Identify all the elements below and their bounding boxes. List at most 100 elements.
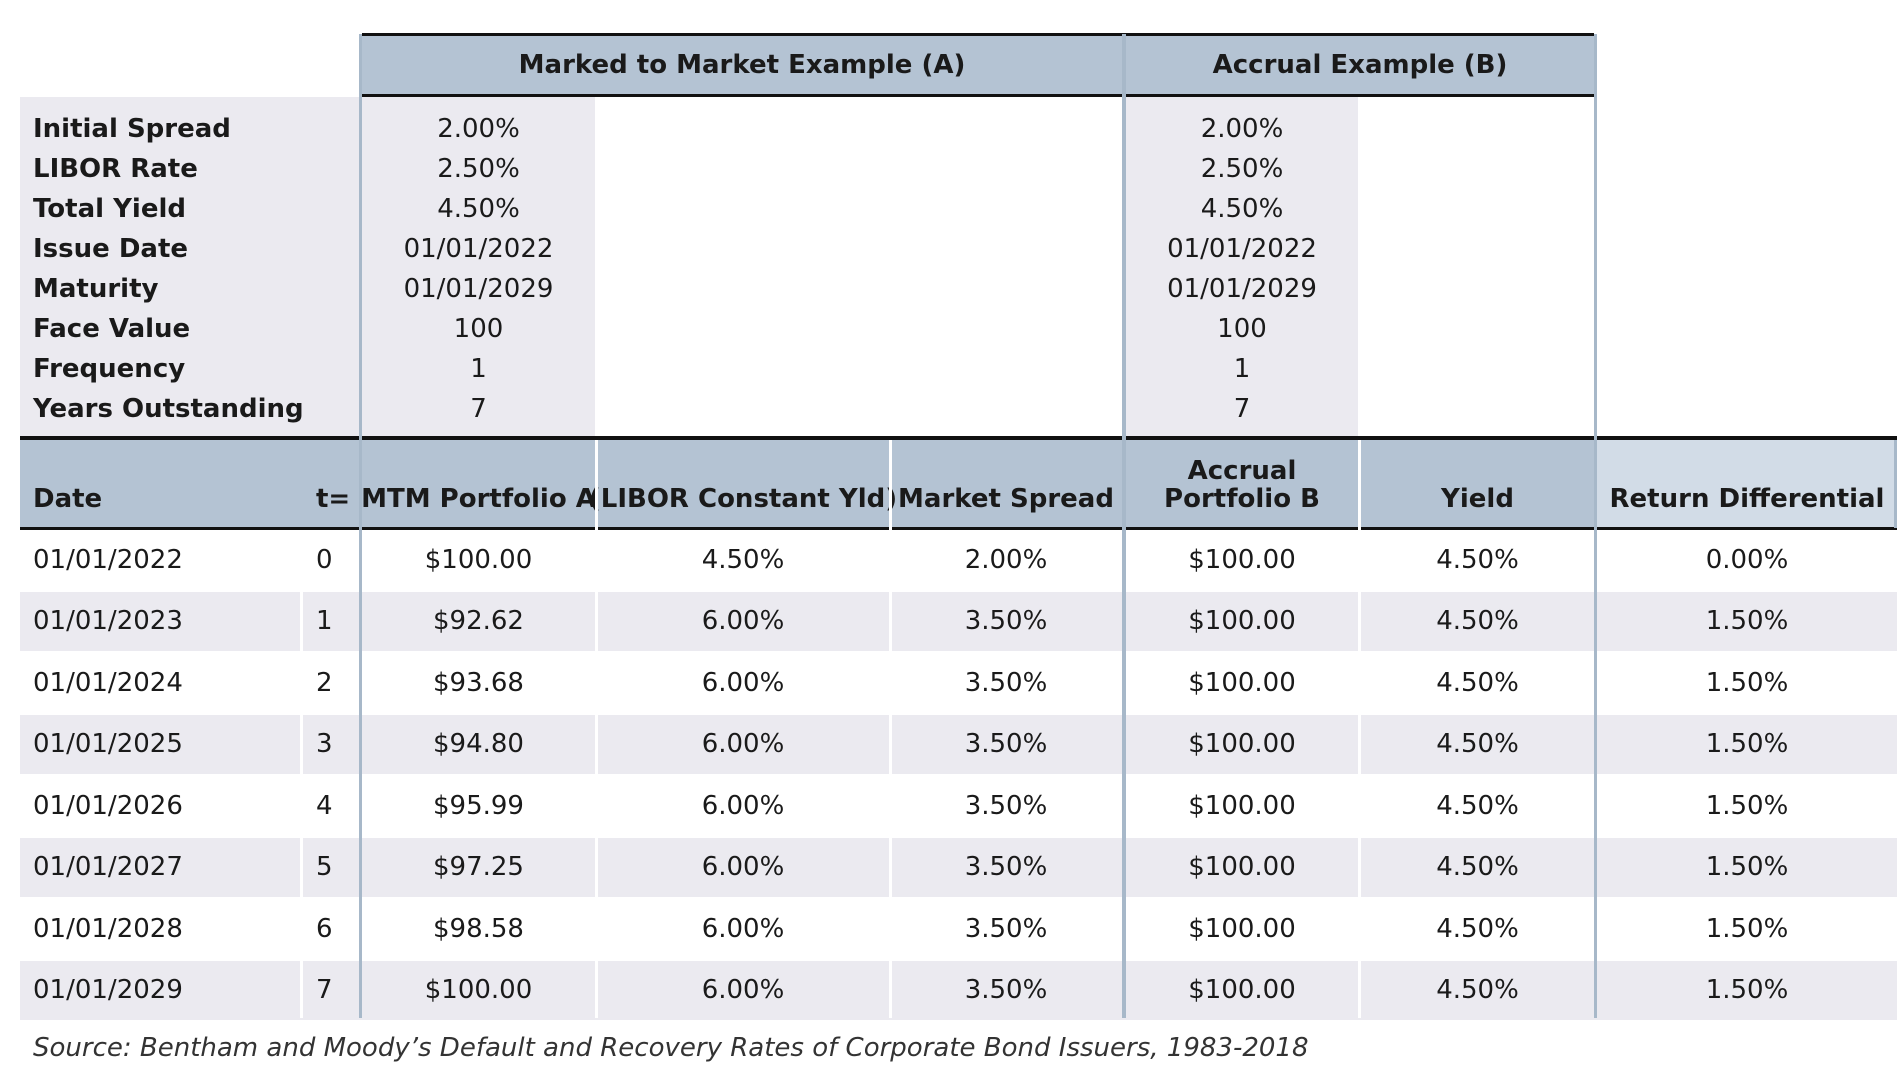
cell-mtm: $95.99 [433, 790, 524, 821]
cell-diff: 1.50% [1705, 852, 1789, 883]
cell-spread: 3.50% [964, 729, 1048, 760]
cell-diff: 1.50% [1705, 606, 1789, 637]
cell-date: 01/01/2027 [33, 852, 183, 883]
column-header-accrual-portfolio-b: Accrual Portfolio B [1126, 452, 1358, 518]
cell-date: 01/01/2025 [33, 729, 183, 760]
top-header-b [1126, 34, 1594, 96]
separator-libor [889, 440, 892, 1018]
cell-t: 7 [316, 975, 333, 1006]
cell-diff: 1.50% [1705, 913, 1789, 944]
cell-accrual: $100.00 [1188, 913, 1296, 944]
cell-yield: 4.50% [1436, 852, 1519, 883]
separator-t [300, 530, 303, 1018]
cell-yield: 4.50% [1436, 975, 1519, 1006]
header-accrual: Accrual Example (B) [1212, 50, 1508, 80]
cell-date: 01/01/2024 [33, 667, 183, 698]
cell-spread: 3.50% [964, 667, 1048, 698]
separator-diff-right [1894, 440, 1897, 528]
cell-date: 01/01/2023 [33, 606, 183, 637]
cell-spread: 3.50% [964, 975, 1048, 1006]
params-label-bg [20, 97, 360, 437]
cell-mtm: $94.80 [433, 729, 524, 760]
cell-mtm: $93.68 [433, 667, 524, 698]
cell-accrual: $100.00 [1188, 790, 1296, 821]
cell-spread: 3.50% [964, 913, 1048, 944]
cell-libor: 6.00% [701, 913, 785, 944]
column-header-t: t= [316, 484, 351, 514]
table-row [20, 591, 1897, 651]
parameter-label: LIBOR Rate [33, 154, 198, 184]
cell-accrual: $100.00 [1188, 729, 1296, 760]
parameter-label: Issue Date [33, 234, 189, 264]
parameter-value-a: 4.50% [437, 194, 520, 224]
cell-libor: 6.00% [701, 606, 785, 637]
column-header-yield: Yield [1441, 484, 1514, 514]
parameter-value-b: 2.50% [1200, 154, 1284, 184]
cell-libor: 6.00% [701, 729, 785, 760]
cell-yield: 4.50% [1436, 790, 1519, 821]
cell-spread: 3.50% [964, 852, 1048, 883]
top-header-a [362, 34, 1122, 96]
parameter-label: Years Outstanding [33, 394, 304, 424]
column-header-bg [20, 440, 1594, 528]
cell-t: 3 [316, 729, 333, 760]
parameter-value-b: 7 [1233, 394, 1251, 424]
cell-yield: 4.50% [1436, 667, 1519, 698]
cell-libor: 6.00% [701, 667, 785, 698]
cell-mtm: $98.58 [433, 913, 524, 944]
cell-yield: 4.50% [1436, 729, 1519, 760]
cell-date: 01/01/2028 [33, 913, 183, 944]
cell-t: 2 [316, 667, 333, 698]
cell-diff: 1.50% [1705, 667, 1789, 698]
top-header-rule-bottom [362, 94, 1594, 97]
parameter-value-a: 2.50% [437, 154, 520, 184]
column-header-return-differential: Return Differential [1609, 484, 1885, 514]
cell-diff: 0.00% [1705, 544, 1789, 575]
parameter-value-b: 2.00% [1200, 114, 1284, 144]
source-note: Source: Bentham and Moody’s Default and … [33, 1033, 1309, 1063]
cell-accrual: $100.00 [1188, 544, 1296, 575]
cell-diff: 1.50% [1705, 975, 1789, 1006]
cell-libor: 6.00% [701, 790, 785, 821]
cell-yield: 4.50% [1436, 913, 1519, 944]
cell-date: 01/01/2022 [33, 544, 183, 575]
parameter-value-b: 4.50% [1200, 194, 1284, 224]
parameter-label: Frequency [33, 354, 186, 384]
separator-mtm [595, 440, 598, 1018]
parameter-value-b: 1 [1233, 354, 1251, 384]
cell-t: 6 [316, 913, 333, 944]
column-header-mtm-portfolio-a: MTM Portfolio A [361, 484, 596, 514]
separator-a-left [359, 34, 362, 1018]
parameter-value-a: 01/01/2029 [403, 274, 554, 304]
parameter-label: Maturity [33, 274, 159, 304]
cell-diff: 1.50% [1705, 729, 1789, 760]
table-row [20, 837, 1897, 897]
params-a-bg [362, 97, 595, 437]
column-header-accrual-line1: Accrual [1187, 456, 1297, 486]
cell-accrual: $100.00 [1188, 606, 1296, 637]
table-row [20, 714, 1897, 774]
cell-spread: 3.50% [964, 606, 1048, 637]
column-header-market-spread: Market Spread [898, 484, 1114, 514]
cell-date: 01/01/2029 [33, 975, 183, 1006]
parameter-label: Face Value [33, 314, 191, 344]
separator-b-left [1122, 34, 1126, 1018]
cell-spread: 2.00% [964, 544, 1048, 575]
cell-accrual: $100.00 [1188, 852, 1296, 883]
cell-accrual: $100.00 [1188, 667, 1296, 698]
cell-yield: 4.50% [1436, 606, 1519, 637]
parameter-value-b: 01/01/2029 [1167, 274, 1317, 304]
cell-t: 0 [316, 544, 333, 575]
parameter-value-b: 01/01/2022 [1167, 234, 1317, 264]
cell-diff: 1.50% [1705, 790, 1789, 821]
cell-spread: 3.50% [964, 790, 1048, 821]
cell-mtm: $100.00 [424, 975, 533, 1006]
parameter-value-a: 2.00% [437, 114, 520, 144]
cell-mtm: $97.25 [433, 852, 524, 883]
column-header-rule-top [20, 436, 1897, 440]
cell-libor: 4.50% [701, 544, 785, 575]
cell-libor: 6.00% [701, 975, 785, 1006]
cell-libor: 6.00% [701, 852, 785, 883]
parameter-value-a: 01/01/2022 [403, 234, 554, 264]
cell-mtm: $100.00 [424, 544, 533, 575]
